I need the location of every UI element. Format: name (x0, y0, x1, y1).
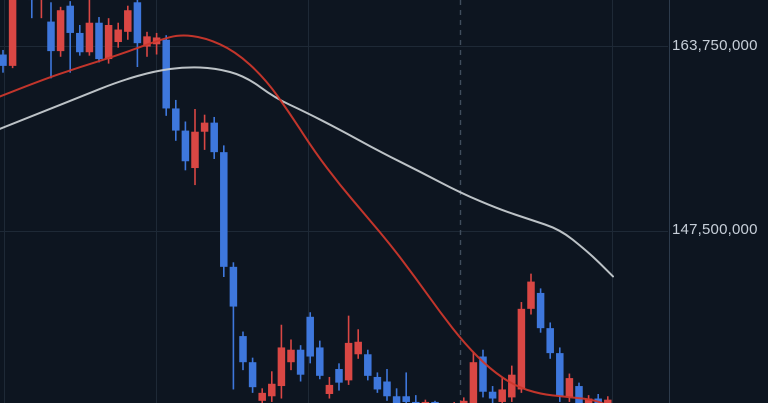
ma-fast-line (0, 34, 605, 403)
horizontal-gridlines (0, 46, 668, 232)
price-axis-label-lower: 147,500,000 (672, 221, 758, 238)
ma-slow-line (0, 66, 614, 278)
vertical-gridlines (4, 0, 670, 403)
price-axis-label-upper: 163,750,000 (672, 37, 758, 54)
candles-layer (0, 0, 612, 403)
